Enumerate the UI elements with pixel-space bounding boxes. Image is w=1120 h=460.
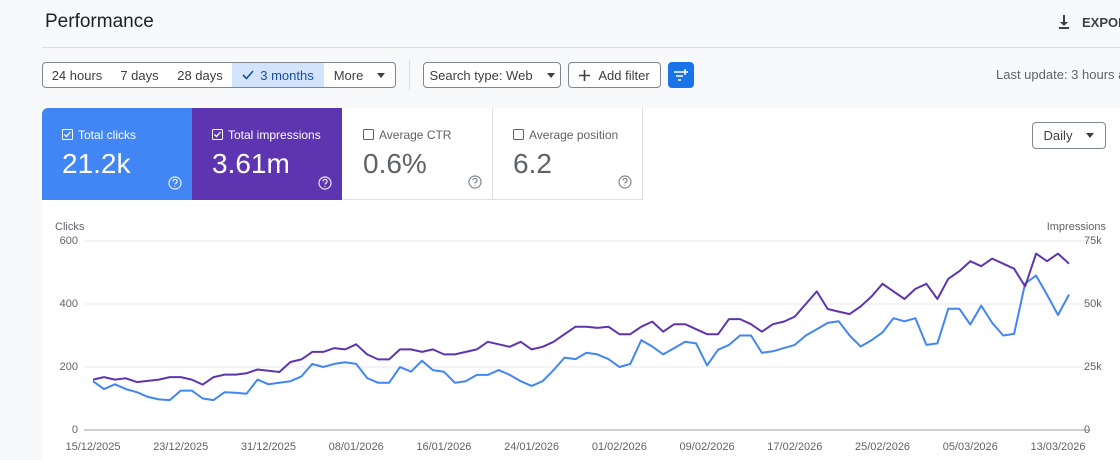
y-tick-label: 200 [60,361,78,373]
export-label: EXPORT [1082,14,1120,30]
filter-icon [674,69,688,81]
x-tick-label: 13/03/2026 [1030,441,1085,453]
metric-card[interactable]: Average position 6.2 [493,108,643,200]
granularity-label: Daily [1043,128,1073,143]
metric-label: Total clicks [78,128,137,142]
range-label: 3 months [260,67,314,83]
y2-tick-label: 0 [1084,424,1090,436]
caret [377,72,386,78]
checkbox [62,129,73,140]
caret [1086,133,1095,138]
download-icon [1059,15,1069,29]
granularity-dropdown[interactable]: Daily [1032,122,1106,149]
last-update: Last update: 3 hours ago [996,67,1120,82]
metric-label: Average position [529,128,619,142]
y-tick-label: 600 [60,235,78,247]
x-tick-label: 17/02/2026 [767,441,822,453]
checkbox [363,129,374,140]
x-tick-label: 23/12/2025 [153,441,208,453]
checkbox [513,129,524,140]
add-filter-button[interactable]: Add filter [568,62,661,88]
help-icon [318,176,332,190]
x-tick-label: 09/02/2026 [680,441,735,453]
x-tick-label: 15/12/2025 [65,441,120,453]
metric-label: Average CTR [379,128,452,142]
more-button[interactable]: More [324,62,396,88]
range-button-selected[interactable]: 3 months [232,62,325,88]
search-type-button[interactable]: Search type: Web [423,62,561,88]
range-button[interactable]: 28 days [168,62,233,88]
metric-value: 21.2k [62,148,131,179]
y-tick-label: 0 [72,424,78,436]
export-button[interactable]: EXPORT [1056,12,1120,32]
metric-card[interactable]: Total impressions 3.61m [192,108,342,200]
y-axis-title: Clicks [55,221,85,233]
caret [546,72,555,78]
y2-tick-label: 25k [1084,361,1102,373]
page-title: Performance [45,11,154,32]
check-icon [242,70,254,80]
metric-card[interactable]: Total clicks 21.2k [42,108,192,200]
metric-value: 6.2 [513,148,552,179]
filter-icon-button[interactable] [668,62,694,88]
more-label: More [333,67,364,83]
help-icon [468,175,482,189]
help-icon [168,176,182,190]
series-line [92,252,1070,386]
metric-value: 3.61m [212,148,290,179]
y-tick-label: 400 [60,298,78,310]
checkbox [212,129,223,140]
x-tick-label: 05/03/2026 [943,441,998,453]
y2-axis-title: Impressions [1047,221,1107,233]
metric-card[interactable]: Average CTR 0.6% [343,108,493,200]
x-tick-label: 31/12/2025 [241,441,296,453]
metric-label: Total impressions [228,128,321,142]
plus-icon [579,69,591,81]
x-tick-label: 08/01/2026 [329,441,384,453]
y2-tick-label: 50k [1084,298,1102,310]
metric-value: 0.6% [363,148,427,179]
x-tick-label: 25/02/2026 [855,441,910,453]
x-tick-label: 01/02/2026 [592,441,647,453]
divider [42,47,1120,48]
separator [409,60,410,90]
search-type-label: Search type: Web [429,67,533,83]
add-filter-label: Add filter [598,67,650,83]
x-tick-label: 24/01/2026 [504,441,559,453]
x-tick-label: 16/01/2026 [416,441,471,453]
series-line [92,274,1070,402]
help-icon [618,175,632,189]
y2-tick-label: 75k [1084,235,1102,247]
range-button[interactable]: 24 hours [42,62,112,88]
